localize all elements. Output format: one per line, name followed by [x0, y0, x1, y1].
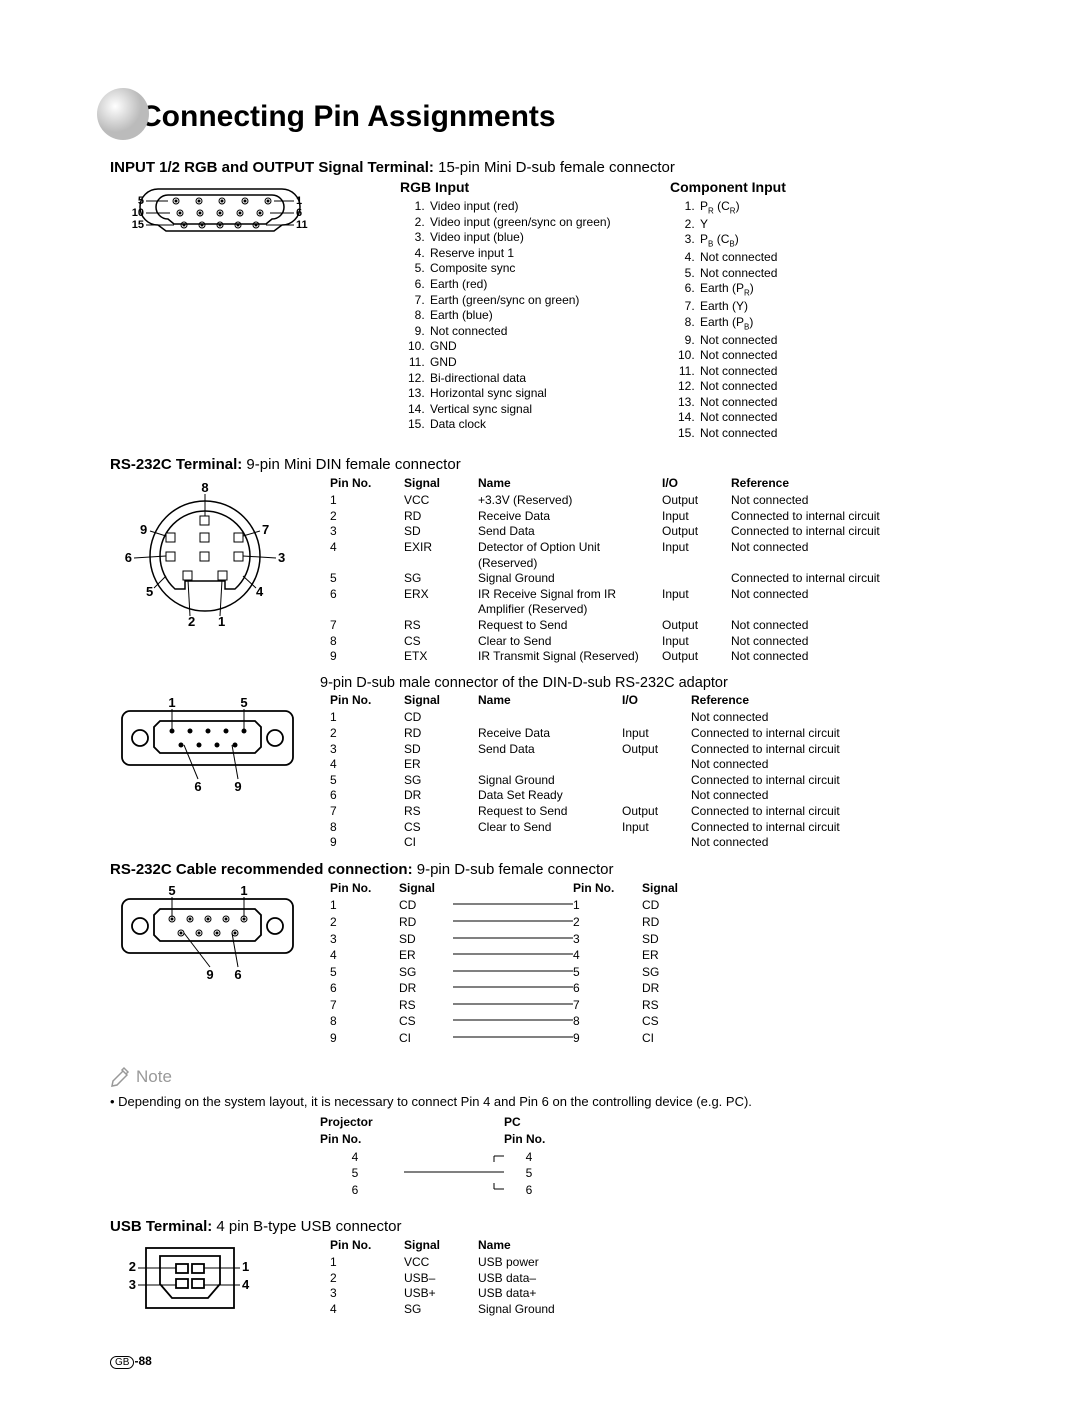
- svg-text:9: 9: [140, 522, 147, 537]
- svg-text:1: 1: [168, 695, 175, 710]
- svg-text:5: 5: [240, 695, 247, 710]
- rgb-input-list: Video input (red)Video input (green/sync…: [400, 199, 650, 433]
- svg-text:5: 5: [146, 584, 153, 599]
- dsub9-female-diagram: 5 1 9 6: [110, 881, 305, 991]
- svg-text:6: 6: [234, 967, 241, 982]
- svg-text:7: 7: [262, 522, 269, 537]
- svg-text:1: 1: [242, 1259, 249, 1274]
- svg-text:4: 4: [242, 1277, 250, 1292]
- dsub9-male-diagram: 1 5 6 9: [110, 693, 305, 803]
- usb-table: Pin No.SignalName1VCCUSB power2USB–USB d…: [330, 1238, 569, 1318]
- component-input-header: Component Input: [670, 179, 870, 195]
- minidin9-diagram: 8 9 7 6 3 5 4 2 1: [110, 476, 300, 636]
- svg-text:8: 8: [201, 480, 208, 495]
- note-heading: Note: [110, 1066, 980, 1088]
- page-title: Connecting Pin Assignments: [140, 100, 980, 134]
- svg-text:2: 2: [188, 614, 195, 629]
- dsub15-diagram: 5 1 10 6 15 11: [110, 179, 330, 264]
- usb-heading: USB Terminal: 4 pin B-type USB connector: [110, 1218, 980, 1235]
- note-table: ProjectorPCPin No.Pin No.445566: [320, 1115, 568, 1200]
- svg-text:15: 15: [132, 219, 144, 231]
- svg-text:6: 6: [125, 550, 132, 565]
- svg-text:9: 9: [206, 967, 213, 982]
- svg-text:5: 5: [138, 195, 144, 207]
- svg-text:10: 10: [132, 207, 144, 219]
- svg-text:3: 3: [129, 1277, 136, 1292]
- svg-text:6: 6: [296, 207, 302, 219]
- svg-text:6: 6: [194, 779, 201, 794]
- input-terminal-heading: INPUT 1/2 RGB and OUTPUT Signal Terminal…: [110, 159, 980, 176]
- adaptor-heading: 9-pin D-sub male connector of the DIN-D-…: [320, 675, 980, 691]
- adaptor-table: Pin No.SignalNameI/OReference1CDNot conn…: [330, 693, 854, 851]
- page-footer: GB-88: [110, 1354, 980, 1368]
- cable-heading: RS-232C Cable recommended connection: 9-…: [110, 861, 980, 878]
- rs232c-terminal-heading: RS-232C Terminal: 9-pin Mini DIN female …: [110, 456, 980, 473]
- svg-text:1: 1: [240, 883, 247, 898]
- title-circle-icon: [96, 87, 150, 141]
- svg-text:1: 1: [296, 195, 302, 207]
- pencil-icon: [110, 1066, 132, 1088]
- rgb-input-header: RGB Input: [400, 179, 650, 195]
- note-text: • Depending on the system layout, it is …: [110, 1094, 980, 1109]
- svg-text:3: 3: [278, 550, 285, 565]
- usb-b-diagram: 2 1 3 4: [110, 1238, 270, 1323]
- svg-text:11: 11: [296, 219, 308, 231]
- rs232c-din9-table: Pin No.SignalNameI/OReference1VCC+3.3V (…: [330, 476, 894, 665]
- svg-text:5: 5: [168, 883, 175, 898]
- component-input-list: PR (CR)YPB (CB)Not connectedNot connecte…: [670, 199, 870, 442]
- svg-text:9: 9: [234, 779, 241, 794]
- svg-text:4: 4: [256, 584, 264, 599]
- svg-text:1: 1: [218, 614, 225, 629]
- svg-text:2: 2: [129, 1259, 136, 1274]
- cable-table: Pin No.SignalPin No.Signal1CD1CD2RD2RD3S…: [330, 881, 696, 1048]
